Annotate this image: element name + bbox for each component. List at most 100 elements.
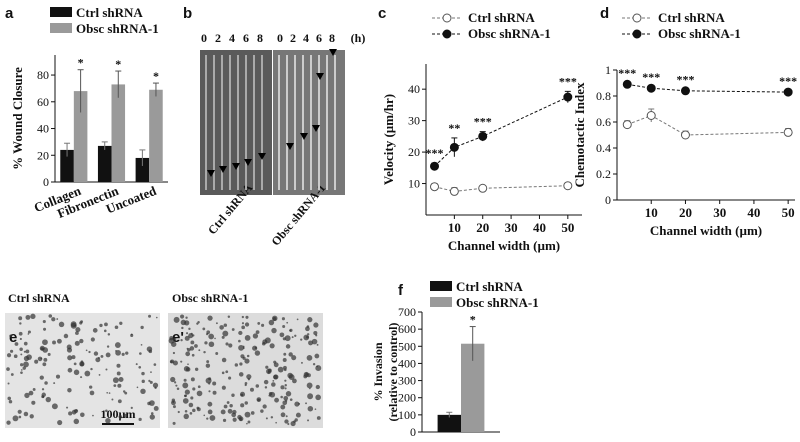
y-tick-label: 0 <box>410 425 416 439</box>
cell <box>146 346 153 352</box>
cell <box>284 384 287 387</box>
cell <box>149 380 153 384</box>
cell <box>115 350 117 352</box>
series-line <box>627 114 789 136</box>
cell <box>92 414 94 417</box>
y-tick-label: 0 <box>43 175 49 189</box>
legend-label: Obsc shRNA-1 <box>468 26 551 41</box>
cell <box>313 322 319 328</box>
x-tick-label: 20 <box>476 220 489 235</box>
cell <box>222 418 227 422</box>
cell <box>42 339 48 346</box>
cell <box>40 357 43 360</box>
arrowhead <box>286 143 294 150</box>
cell <box>287 422 290 426</box>
cell <box>240 403 245 408</box>
cell <box>63 333 69 339</box>
cell <box>19 347 23 352</box>
cell <box>53 382 56 385</box>
point <box>478 183 488 193</box>
legend-marker <box>442 29 452 39</box>
cell <box>136 386 139 389</box>
cell <box>185 351 191 357</box>
cell <box>246 354 250 358</box>
cell <box>75 331 79 335</box>
cell <box>244 322 250 327</box>
cell <box>117 399 122 404</box>
point <box>449 142 459 152</box>
cell <box>112 377 119 384</box>
cell <box>75 409 78 412</box>
legend-swatch <box>430 281 452 291</box>
cell <box>208 377 212 381</box>
arrowhead <box>232 163 240 170</box>
cell <box>184 394 188 398</box>
cell <box>172 421 176 425</box>
y-tick-label: 20 <box>408 145 420 159</box>
cell <box>107 333 111 336</box>
cell <box>294 401 300 407</box>
cell <box>314 353 320 359</box>
cell <box>190 377 195 382</box>
arrowhead <box>316 73 324 80</box>
point <box>680 86 690 96</box>
legend-label: Obsc shRNA-1 <box>658 26 741 41</box>
cell <box>296 318 299 321</box>
cell <box>149 414 155 420</box>
time-label: 4 <box>303 31 309 45</box>
cell <box>180 360 183 363</box>
legend-swatch <box>50 7 72 17</box>
cell <box>284 419 289 424</box>
cell <box>196 390 203 397</box>
cell <box>111 398 114 401</box>
cell <box>74 340 80 346</box>
cell <box>190 396 194 400</box>
cell <box>305 326 310 332</box>
y-axis-label: Chemotactic Index <box>572 82 587 188</box>
cell <box>257 398 261 402</box>
cell <box>241 322 245 325</box>
cell <box>194 344 198 348</box>
cell <box>192 408 196 413</box>
cell <box>189 346 195 351</box>
cell <box>123 413 128 418</box>
cell <box>271 382 276 387</box>
x-tick-label: 20 <box>679 205 692 220</box>
cell <box>283 352 287 356</box>
cell <box>71 355 76 360</box>
cell <box>274 397 279 403</box>
time-unit: (h) <box>351 31 366 45</box>
cell <box>242 356 246 360</box>
cell <box>170 376 176 383</box>
point <box>449 186 459 196</box>
cell <box>172 405 176 409</box>
cell <box>225 342 229 346</box>
cell <box>52 340 56 345</box>
cell <box>184 409 188 413</box>
cell <box>205 363 211 368</box>
cell <box>180 319 187 326</box>
y-tick-label: 0.8 <box>596 89 611 103</box>
annotation: * <box>153 69 159 83</box>
cell <box>288 352 293 357</box>
cell <box>315 394 321 401</box>
cell <box>13 354 18 359</box>
cell <box>23 341 28 346</box>
cell <box>268 391 273 396</box>
y-tick-label: 60 <box>37 95 49 109</box>
cell <box>18 415 22 419</box>
cell <box>31 400 36 405</box>
cell <box>105 409 108 413</box>
cell <box>180 314 185 319</box>
cell <box>73 362 77 366</box>
cell <box>98 373 101 376</box>
cell <box>285 344 291 349</box>
cell <box>149 400 155 406</box>
cell <box>99 323 103 328</box>
cell <box>287 372 293 379</box>
cell <box>23 411 29 417</box>
cell <box>231 412 237 418</box>
cell <box>241 325 245 330</box>
cell <box>154 386 157 389</box>
cell <box>285 399 288 402</box>
